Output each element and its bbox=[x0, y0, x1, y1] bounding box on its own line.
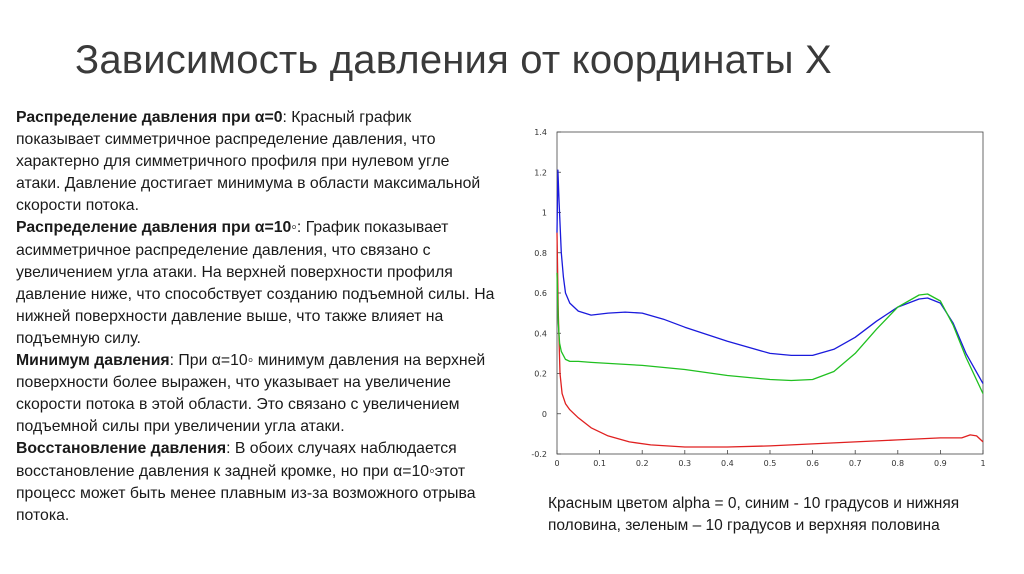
series-line-2 bbox=[556, 272, 984, 394]
y-tick-label: 1.4 bbox=[534, 128, 547, 137]
x-tick-label: 0.4 bbox=[721, 459, 734, 468]
paragraph-text: : При α=10◦ минимум давления на верхней … bbox=[16, 352, 486, 436]
series-line-0 bbox=[556, 232, 984, 448]
x-tick-label: 0.8 bbox=[891, 459, 904, 468]
paragraph-text: : Красный график показывает симметричное… bbox=[16, 109, 481, 215]
series-line-1 bbox=[556, 169, 984, 384]
y-tick-label: 0.8 bbox=[534, 249, 547, 258]
slide-title: Зависимость давления от координаты X bbox=[75, 38, 832, 82]
body-text: Распределение давления при α=0: Красный … bbox=[16, 107, 496, 527]
x-tick-label: 0.9 bbox=[934, 459, 947, 468]
y-tick-label: 0.6 bbox=[534, 289, 547, 298]
x-tick-label: 0.6 bbox=[806, 459, 819, 468]
pressure-chart: 0 0.1 0.2 0.3 0.4 0.5 0.6 0.7 0.8 0.9 1 -0.2 0 0.2 0.4… bbox=[531, 128, 985, 468]
paragraph: Распределение давления при α=10◦: График… bbox=[16, 217, 496, 350]
paragraph-text: : График показывает асимметричное распре… bbox=[16, 219, 495, 347]
y-tick-label: 1 bbox=[542, 209, 547, 218]
plot-frame bbox=[556, 131, 984, 455]
y-tick-label: 0 bbox=[542, 410, 547, 419]
paragraph: Восстановление давления: В обоих случаях… bbox=[16, 438, 496, 526]
paragraph-text: : В обоих случаях наблюдается восстановл… bbox=[16, 440, 476, 524]
paragraph-heading: Восстановление давления bbox=[16, 440, 227, 458]
paragraph-heading: Минимум давления bbox=[16, 352, 170, 370]
paragraph: Распределение давления при α=0: Красный … bbox=[16, 107, 496, 217]
paragraph-heading: Распределение давления при α=10◦ bbox=[16, 219, 297, 237]
paragraph-heading: Распределение давления при α=0 bbox=[16, 109, 283, 126]
y-tick-label: 0.4 bbox=[534, 329, 547, 338]
x-tick-label: 0.5 bbox=[764, 459, 777, 468]
x-tick-label: 1 bbox=[980, 459, 985, 468]
paragraph: Минимум давления: При α=10◦ минимум давл… bbox=[16, 350, 496, 438]
x-tick-label: 0.7 bbox=[849, 459, 862, 468]
x-tick-label: 0.2 bbox=[636, 459, 649, 468]
y-tick-label: 0.2 bbox=[534, 370, 547, 379]
x-tick-label: 0.1 bbox=[593, 459, 606, 468]
chart-caption: Красным цветом alpha = 0, синим - 10 гра… bbox=[548, 495, 960, 534]
x-tick-label: 0.3 bbox=[678, 459, 691, 468]
x-tick-label: 0 bbox=[554, 459, 559, 468]
y-tick-label: 1.2 bbox=[534, 168, 547, 177]
y-tick-label: -0.2 bbox=[531, 450, 547, 459]
